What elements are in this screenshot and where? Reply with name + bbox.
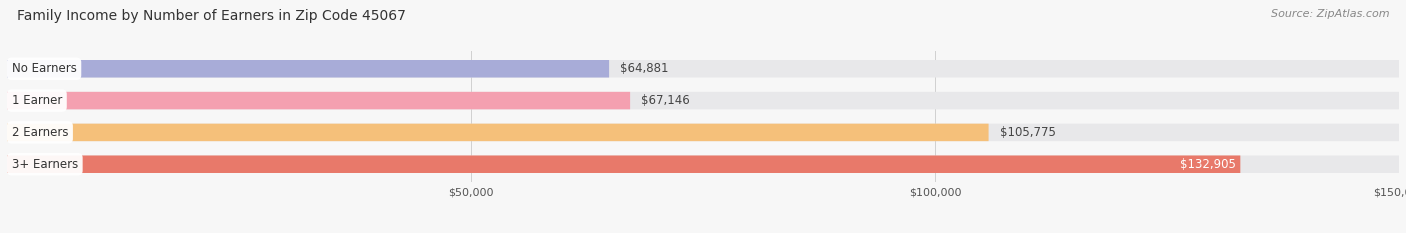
Text: $105,775: $105,775	[1000, 126, 1056, 139]
FancyBboxPatch shape	[7, 124, 988, 141]
FancyBboxPatch shape	[7, 92, 1399, 109]
FancyBboxPatch shape	[7, 60, 1399, 78]
Text: 3+ Earners: 3+ Earners	[11, 158, 77, 171]
FancyBboxPatch shape	[7, 155, 1399, 173]
FancyBboxPatch shape	[7, 155, 1240, 173]
Text: $132,905: $132,905	[1180, 158, 1236, 171]
FancyBboxPatch shape	[7, 60, 609, 78]
Text: 2 Earners: 2 Earners	[11, 126, 67, 139]
Text: 1 Earner: 1 Earner	[11, 94, 62, 107]
FancyBboxPatch shape	[7, 124, 1399, 141]
Text: $67,146: $67,146	[641, 94, 690, 107]
FancyBboxPatch shape	[7, 92, 630, 109]
Text: Source: ZipAtlas.com: Source: ZipAtlas.com	[1271, 9, 1389, 19]
Text: Family Income by Number of Earners in Zip Code 45067: Family Income by Number of Earners in Zi…	[17, 9, 406, 23]
Text: $64,881: $64,881	[620, 62, 669, 75]
Text: No Earners: No Earners	[11, 62, 76, 75]
